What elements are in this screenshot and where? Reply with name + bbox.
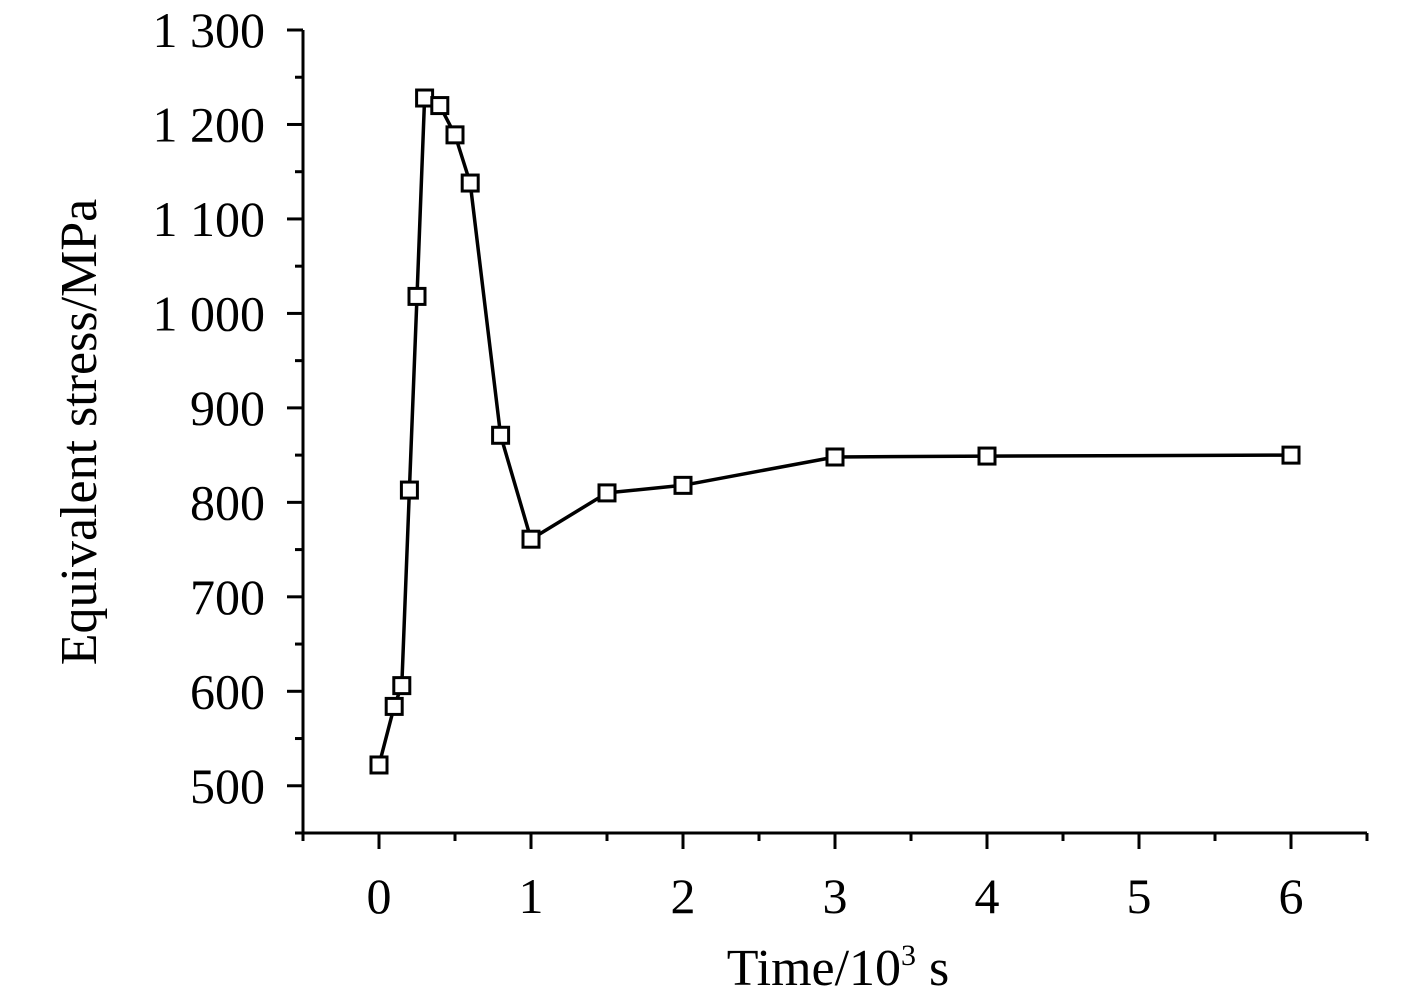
y-tick-label: 1 100 (153, 191, 266, 247)
data-point-marker (415, 88, 435, 108)
data-point-marker (673, 475, 693, 495)
x-axis-title-unit: s (916, 940, 949, 997)
y-tick-label: 700 (190, 569, 265, 625)
y-tick-label: 800 (190, 474, 265, 530)
data-point-marker (407, 286, 427, 306)
data-point-marker (977, 446, 997, 466)
tick-labels: 500 600 700 800 900 1 000 1 100 1 200 1 300 0 1 2 3 4… (153, 2, 1304, 924)
x-axis-title: Time/103 s (727, 939, 950, 997)
x-tick-label: 3 (823, 868, 848, 924)
x-axis-title-main: Time/10 (727, 940, 901, 997)
x-tick-label: 1 (519, 868, 544, 924)
data-point-marker (491, 425, 511, 445)
x-tick-label: 5 (1127, 868, 1152, 924)
y-axis-title: Equivalent stress/MPa (51, 199, 108, 666)
data-point-marker (430, 96, 450, 116)
data-point-marker (1281, 445, 1301, 465)
x-axis-title-superscript: 3 (901, 939, 916, 972)
data-point-marker (369, 755, 389, 775)
x-tick-label: 0 (367, 868, 392, 924)
data-point-marker (597, 483, 617, 503)
data-point-marker (460, 173, 480, 193)
data-point-marker (521, 529, 541, 549)
data-point-marker (825, 447, 845, 467)
y-tick-label: 900 (190, 380, 265, 436)
y-tick-label: 600 (190, 663, 265, 719)
data-point-marker (445, 125, 465, 145)
x-tick-label: 6 (1279, 868, 1304, 924)
y-tick-label: 500 (190, 758, 265, 814)
data-point-marker (399, 480, 419, 500)
ticks (287, 28, 1369, 849)
series-line (377, 96, 1292, 766)
x-tick-label: 4 (975, 868, 1000, 924)
y-tick-label: 1 200 (153, 96, 266, 152)
plot-area (369, 88, 1301, 775)
axes (301, 30, 1367, 835)
x-tick-label: 2 (671, 868, 696, 924)
y-tick-label: 1 300 (153, 2, 266, 58)
y-tick-label: 1 000 (153, 285, 266, 341)
data-point-marker (384, 696, 404, 716)
data-point-marker (392, 676, 412, 696)
